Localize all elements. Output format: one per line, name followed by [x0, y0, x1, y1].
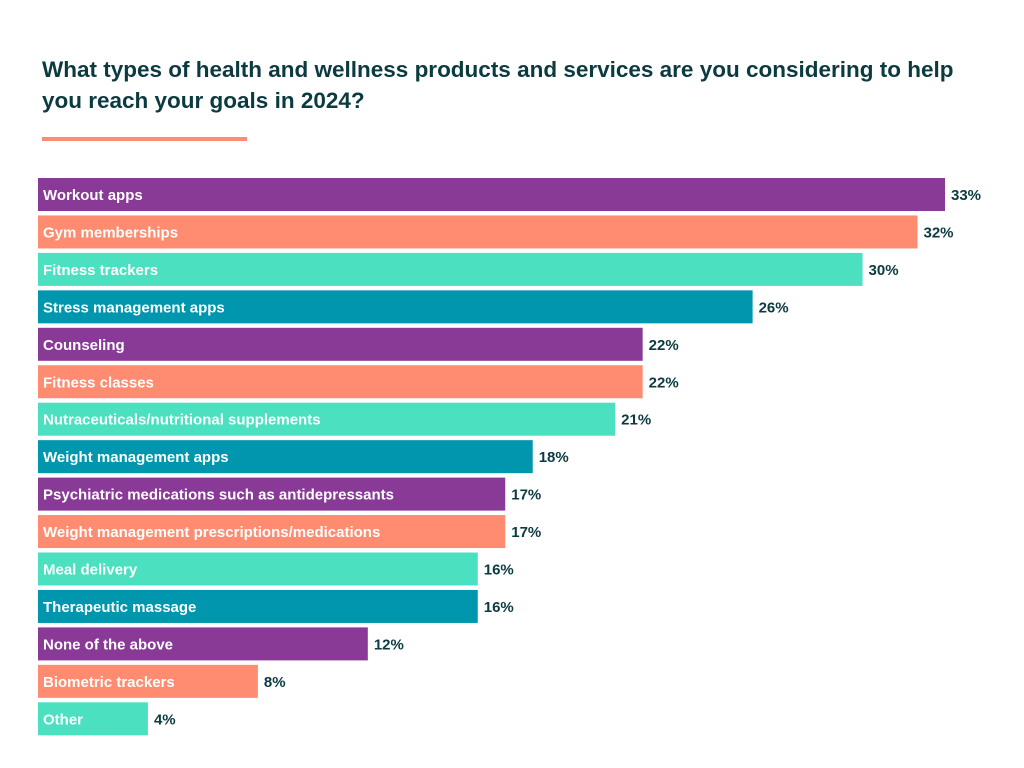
value-label: 30%: [869, 262, 899, 279]
value-label: 18%: [539, 449, 569, 466]
category-label: Other: [43, 711, 83, 728]
category-label: Weight management prescriptions/medicati…: [43, 524, 380, 541]
category-label: Weight management apps: [43, 449, 229, 466]
value-label: 22%: [649, 374, 679, 391]
category-label: Fitness trackers: [43, 262, 158, 279]
category-label: Workout apps: [43, 187, 143, 204]
bar: [38, 589, 478, 623]
category-label: Meal delivery: [43, 562, 138, 579]
chart-title: What types of health and wellness produc…: [42, 57, 954, 113]
bar: [38, 215, 918, 249]
value-label: 16%: [484, 562, 514, 579]
bar: [38, 365, 643, 399]
category-label: Stress management apps: [43, 299, 225, 316]
value-label: 17%: [511, 524, 541, 541]
value-label: 26%: [759, 299, 789, 316]
category-label: Fitness classes: [43, 374, 154, 391]
title-underline: [42, 137, 247, 141]
bar: [38, 552, 478, 586]
value-label: 17%: [511, 487, 541, 504]
category-label: Gym memberships: [43, 224, 178, 241]
bar: [38, 702, 148, 736]
category-label: Biometric trackers: [43, 674, 175, 691]
bar: [38, 178, 945, 211]
bar: [38, 515, 506, 549]
bar: [38, 440, 533, 474]
category-label: Psychiatric medications such as antidepr…: [43, 487, 394, 504]
value-label: 8%: [264, 674, 286, 691]
value-label: 21%: [621, 412, 651, 429]
value-label: 22%: [649, 337, 679, 354]
value-label: 33%: [951, 187, 981, 204]
category-label: Therapeutic massage: [43, 599, 196, 616]
category-label: Counseling: [43, 337, 125, 354]
bar: [38, 664, 258, 698]
bar: [38, 477, 506, 511]
value-label: 32%: [924, 224, 954, 241]
bar: [38, 402, 616, 436]
bar: [38, 627, 368, 661]
value-label: 16%: [484, 599, 514, 616]
value-label: 12%: [374, 636, 404, 653]
bar: [38, 252, 863, 286]
category-label: None of the above: [43, 636, 173, 653]
bar: [38, 327, 643, 361]
value-label: 4%: [154, 711, 176, 728]
bar: [38, 290, 753, 324]
category-label: Nutraceuticals/nutritional supplements: [43, 412, 321, 429]
